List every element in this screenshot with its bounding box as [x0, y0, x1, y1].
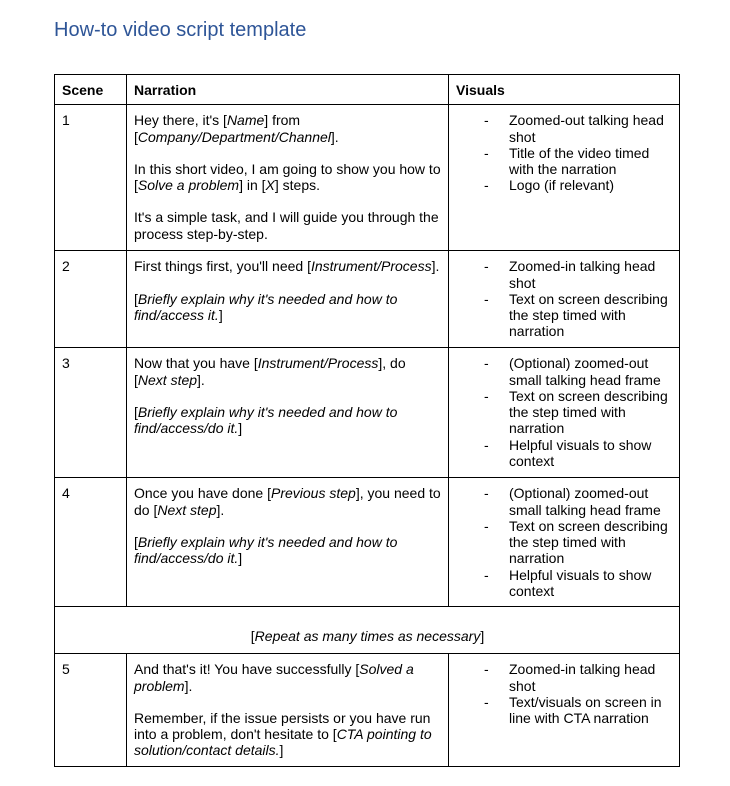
script-table: Scene Narration Visuals 1 Hey there, it's…	[54, 73, 680, 768]
narration-paragraph: And that's it! You have successfully [So…	[134, 661, 442, 694]
header-scene: Scene	[54, 73, 127, 106]
text-segment: [	[250, 628, 255, 645]
header-visuals: Visuals	[448, 73, 680, 106]
narration-paragraph: It's a simple task, and I will guide you…	[134, 209, 442, 242]
table-row: 5 And that's it! You have successfully [S…	[54, 653, 680, 768]
narration-cell: Once you have done [Previous step], you …	[126, 477, 449, 608]
header-narration: Narration	[126, 73, 449, 106]
visual-item: Helpful visuals to show context	[480, 437, 673, 470]
visual-item: Helpful visuals to show context	[480, 567, 673, 600]
text-segment: ]	[218, 306, 223, 323]
text-segment: ].	[197, 371, 205, 388]
narration-paragraph: In this short video, I am going to show …	[134, 161, 442, 194]
page-title: How-to video script template	[54, 19, 307, 41]
scene-number: 5	[54, 653, 127, 768]
placeholder-text: Name	[226, 112, 265, 129]
visual-item: Logo (if relevant)	[480, 177, 673, 194]
text-segment: ], you need to do [	[134, 485, 441, 518]
visuals-list: (Optional) zoomed-out small talking head…	[456, 355, 673, 469]
placeholder-text: Repeat as many times as necessary	[254, 628, 481, 645]
placeholder-text: Instrument/Process	[257, 355, 379, 372]
placeholder-text: Solved a problem	[134, 661, 414, 694]
narration-paragraph: [Briefly explain why it's needed and how…	[134, 291, 442, 324]
text-segment: ], do [	[134, 355, 406, 388]
visuals-list: Zoomed-out talking head shotTitle of the…	[456, 112, 673, 194]
visuals-cell: (Optional) zoomed-out small talking head…	[448, 477, 680, 608]
narration-paragraph: Remember, if the issue persists or you h…	[134, 710, 442, 759]
text-segment: [	[134, 290, 138, 307]
table-row: 2 First things first, you'll need [Instru…	[54, 250, 680, 349]
text-segment: ].	[216, 501, 225, 518]
scene-number: 2	[54, 250, 127, 349]
text-segment: ].	[431, 258, 440, 275]
narration-cell: First things first, you'll need [Instrum…	[126, 250, 449, 349]
narration-cell: And that's it! You have successfully [So…	[126, 653, 449, 768]
header-row: Scene Narration Visuals	[54, 73, 680, 106]
text-segment: Hey there, it's [	[134, 112, 227, 129]
narration-cell: Hey there, it's [Name] from [Company/Dep…	[126, 104, 449, 252]
placeholder-text: Briefly explain why it's needed and how …	[134, 533, 398, 567]
table-row: 4 Once you have done [Previous step], you…	[54, 477, 680, 608]
narration-paragraph: Once you have done [Previous step], you …	[134, 485, 442, 518]
text-segment: ] in [	[239, 177, 266, 194]
text-segment: ].	[184, 677, 193, 694]
visuals-list: Zoomed-in talking head shotText/visuals …	[456, 661, 673, 726]
visual-item: (Optional) zoomed-out small talking head…	[480, 485, 673, 518]
table-row: 1 Hey there, it's [Name] from [Company/De…	[54, 104, 680, 252]
text-segment: ]	[480, 628, 485, 645]
visual-item: Title of the video timed with the narrat…	[480, 145, 673, 178]
narration-paragraph: First things first, you'll need [Instrum…	[134, 258, 442, 274]
visuals-cell: Zoomed-out talking head shotTitle of the…	[448, 104, 680, 252]
narration-paragraph: [Briefly explain why it's needed and how…	[134, 534, 442, 567]
visual-item: (Optional) zoomed-out small talking head…	[480, 355, 673, 388]
scene-number: 3	[54, 347, 127, 479]
visual-item: Text/visuals on screen in line with CTA …	[480, 694, 673, 727]
visuals-cell: (Optional) zoomed-out small talking head…	[448, 347, 680, 479]
visual-item: Text on screen describing the step timed…	[480, 388, 673, 437]
placeholder-text: Briefly explain why it's needed and how …	[134, 403, 398, 437]
visuals-list: Zoomed-in talking head shotText on scree…	[456, 258, 673, 339]
narration-paragraph: [Briefly explain why it's needed and how…	[134, 404, 442, 437]
visuals-cell: Zoomed-in talking head shotText on scree…	[448, 250, 680, 349]
placeholder-text: Company/Department/Channel	[137, 128, 331, 145]
scene-number: 4	[54, 477, 127, 608]
placeholder-text: Next step	[157, 501, 217, 518]
visual-item: Zoomed-in talking head shot	[480, 661, 673, 694]
text-segment: [	[134, 533, 138, 550]
text-segment: ] steps.	[274, 177, 321, 194]
text-segment: Remember, if the issue persists or you h…	[134, 709, 431, 743]
placeholder-text: Solve a problem	[137, 177, 240, 194]
narration-paragraph: Now that you have [Instrument/Process], …	[134, 355, 442, 388]
visuals-list: (Optional) zoomed-out small talking head…	[456, 485, 673, 599]
scene-number: 1	[54, 104, 127, 252]
placeholder-text: Briefly explain why it's needed and how …	[134, 290, 398, 323]
placeholder-text: CTA pointing to solution/contact details…	[134, 726, 432, 759]
placeholder-text: Previous step	[271, 485, 356, 502]
text-segment: ]	[238, 550, 243, 567]
text-segment: ] from [	[134, 112, 301, 145]
visual-item: Zoomed-in talking head shot	[480, 258, 673, 291]
text-segment: ].	[330, 128, 339, 145]
placeholder-text: Next step	[137, 371, 198, 388]
text-segment: First things first, you'll need [	[134, 258, 311, 275]
placeholder-text: Instrument/Process	[310, 258, 432, 275]
text-segment: ]	[279, 742, 284, 759]
text-segment: Once you have done [	[134, 485, 271, 502]
placeholder-text: X	[265, 177, 275, 194]
text-segment: ]	[238, 420, 243, 437]
visuals-cell: Zoomed-in talking head shotText/visuals …	[448, 653, 680, 768]
text-segment: In this short video, I am going to show …	[134, 160, 441, 194]
table-row: 3 Now that you have [Instrument/Process],…	[54, 347, 680, 479]
text-segment: Now that you have [	[134, 355, 258, 372]
text-segment: And that's it! You have successfully [	[134, 661, 360, 678]
repeat-row: [Repeat as many times as necessary]	[54, 606, 680, 655]
text-segment: [	[134, 403, 138, 420]
visual-item: Text on screen describing the step timed…	[480, 518, 673, 567]
repeat-note: [Repeat as many times as necessary]	[54, 606, 680, 655]
visual-item: Text on screen describing the step timed…	[480, 291, 673, 340]
narration-cell: Now that you have [Instrument/Process], …	[126, 347, 449, 479]
narration-paragraph: Hey there, it's [Name] from [Company/Dep…	[134, 112, 442, 145]
visual-item: Zoomed-out talking head shot	[480, 112, 673, 145]
text-segment: It's a simple task, and I will guide you…	[134, 209, 439, 242]
